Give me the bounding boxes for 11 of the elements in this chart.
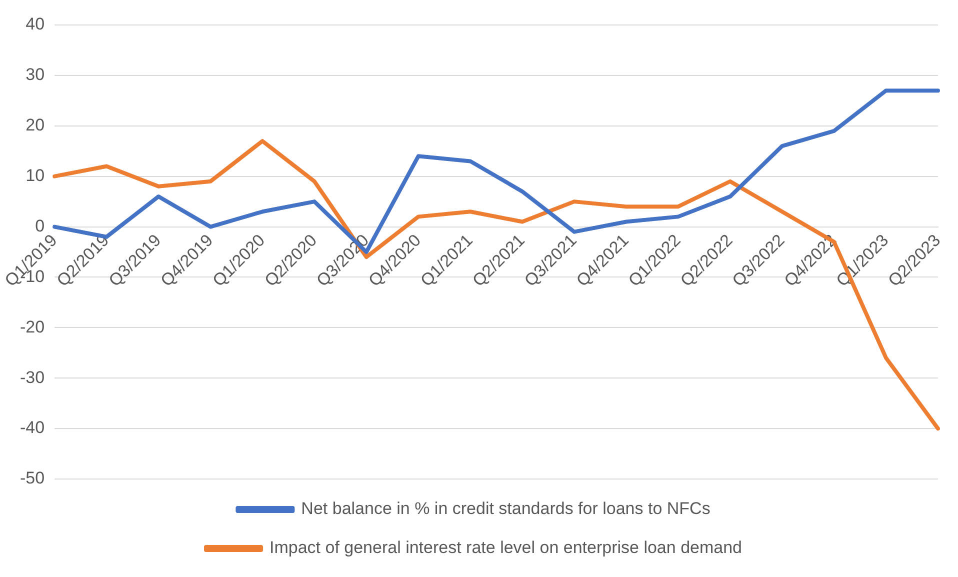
legend-label: Impact of general interest rate level on enterprise loan demand — [270, 538, 742, 558]
y-tick-label: 10 — [26, 166, 45, 186]
y-tick-label: -20 — [20, 317, 45, 336]
y-tick-label: -50 — [20, 468, 45, 488]
y-tick-label: 40 — [26, 14, 45, 34]
y-tick-label: -40 — [20, 418, 45, 438]
y-tick-label: 30 — [26, 65, 45, 84]
y-tick-label: -30 — [20, 368, 45, 387]
legend-label: Net balance in % in credit standards for loans to NFCs — [301, 499, 710, 518]
y-tick-label: 0 — [35, 216, 45, 236]
y-tick-label: 20 — [26, 116, 45, 135]
